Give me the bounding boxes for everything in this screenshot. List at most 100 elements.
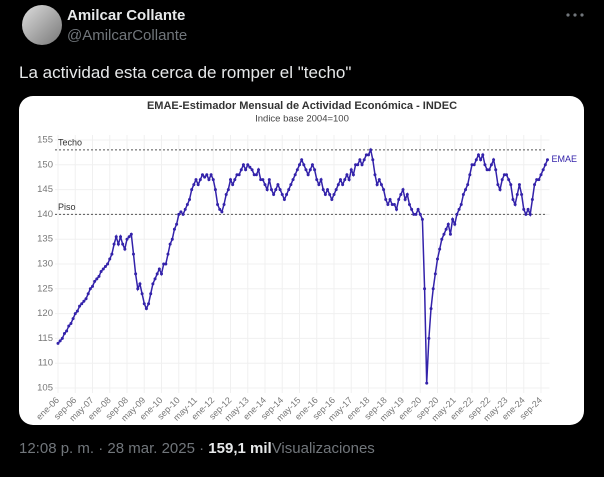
data-point bbox=[487, 168, 491, 172]
data-point bbox=[209, 173, 213, 177]
data-point bbox=[170, 237, 174, 241]
data-point bbox=[172, 227, 176, 231]
more-menu[interactable] bbox=[562, 8, 588, 22]
data-point bbox=[451, 217, 455, 221]
data-point bbox=[319, 178, 323, 182]
chart-title: EMAE-Estimador Mensual de Actividad Econ… bbox=[147, 100, 457, 112]
data-point bbox=[278, 188, 282, 192]
data-point bbox=[530, 198, 534, 201]
data-point bbox=[354, 163, 358, 167]
data-point bbox=[347, 178, 351, 182]
data-point bbox=[535, 178, 539, 182]
data-point bbox=[336, 183, 340, 187]
data-point bbox=[151, 282, 155, 286]
data-point bbox=[103, 264, 107, 268]
data-point bbox=[545, 158, 549, 162]
data-point bbox=[362, 158, 366, 162]
data-point bbox=[433, 272, 437, 276]
data-point bbox=[520, 193, 524, 197]
data-point bbox=[129, 232, 133, 236]
data-point bbox=[267, 178, 271, 182]
data-point bbox=[300, 158, 304, 162]
data-point bbox=[183, 207, 187, 211]
data-point bbox=[379, 183, 383, 187]
data-point bbox=[459, 202, 463, 206]
author-name[interactable]: Amilcar Collante bbox=[67, 7, 186, 24]
data-point bbox=[369, 148, 373, 152]
data-point bbox=[80, 302, 84, 306]
tweet-meta: 12:08 p. m. · 28 mar. 2025 · 159,1 milVi… bbox=[19, 440, 375, 457]
data-point bbox=[179, 210, 183, 214]
data-point bbox=[498, 188, 502, 192]
data-point bbox=[213, 188, 217, 192]
data-point bbox=[181, 212, 185, 216]
data-point bbox=[121, 242, 125, 246]
data-point bbox=[416, 207, 420, 211]
data-point bbox=[198, 178, 202, 182]
data-point bbox=[233, 178, 237, 182]
avatar[interactable] bbox=[22, 5, 62, 45]
data-point bbox=[229, 178, 232, 182]
data-point bbox=[287, 188, 291, 192]
data-point bbox=[455, 212, 459, 216]
data-point bbox=[226, 188, 230, 192]
data-point bbox=[360, 163, 364, 167]
data-point bbox=[56, 341, 60, 345]
author-handle[interactable]: @AmilcarCollante bbox=[67, 27, 188, 44]
time[interactable]: 12:08 p. m. bbox=[19, 440, 95, 457]
data-point bbox=[313, 168, 317, 172]
data-point bbox=[231, 183, 235, 187]
data-point bbox=[207, 178, 211, 182]
data-point bbox=[188, 198, 192, 201]
data-point bbox=[58, 339, 62, 343]
data-point bbox=[326, 188, 330, 192]
data-point bbox=[308, 168, 312, 172]
data-point bbox=[282, 198, 286, 201]
data-point bbox=[442, 232, 446, 236]
data-point bbox=[241, 163, 245, 167]
data-point bbox=[457, 207, 461, 211]
data-point bbox=[112, 242, 116, 246]
data-point bbox=[218, 207, 222, 211]
y-tick-label: 155 bbox=[37, 134, 53, 145]
data-point bbox=[429, 307, 433, 311]
data-point bbox=[407, 202, 411, 206]
data-point bbox=[453, 222, 457, 226]
data-point bbox=[285, 193, 289, 197]
data-point bbox=[125, 237, 129, 241]
y-tick-label: 120 bbox=[37, 308, 53, 319]
data-point bbox=[162, 262, 166, 266]
data-point bbox=[65, 329, 69, 333]
data-point bbox=[323, 193, 327, 197]
data-point bbox=[461, 193, 465, 197]
data-point bbox=[131, 252, 135, 256]
data-point bbox=[196, 183, 200, 187]
data-point bbox=[444, 227, 448, 231]
date[interactable]: 28 mar. 2025 bbox=[107, 440, 195, 457]
data-point bbox=[157, 267, 161, 271]
data-point bbox=[153, 277, 157, 281]
data-point bbox=[97, 274, 101, 278]
data-point bbox=[114, 235, 118, 239]
data-point bbox=[185, 202, 189, 206]
data-point bbox=[440, 237, 444, 241]
data-point bbox=[330, 198, 334, 201]
data-point bbox=[160, 272, 163, 276]
data-point bbox=[203, 175, 207, 179]
data-point bbox=[507, 178, 511, 182]
data-point bbox=[84, 297, 88, 301]
y-tick-label: 115 bbox=[38, 333, 53, 344]
data-point bbox=[537, 178, 541, 182]
data-point bbox=[101, 267, 105, 271]
data-point bbox=[99, 269, 103, 273]
data-point bbox=[539, 173, 543, 177]
data-point bbox=[511, 198, 515, 201]
data-point bbox=[269, 188, 273, 192]
data-point bbox=[425, 381, 429, 385]
data-point bbox=[274, 188, 278, 192]
data-point bbox=[418, 212, 422, 216]
data-point bbox=[295, 168, 299, 172]
chart-card[interactable] bbox=[19, 96, 584, 425]
data-point bbox=[75, 309, 79, 313]
